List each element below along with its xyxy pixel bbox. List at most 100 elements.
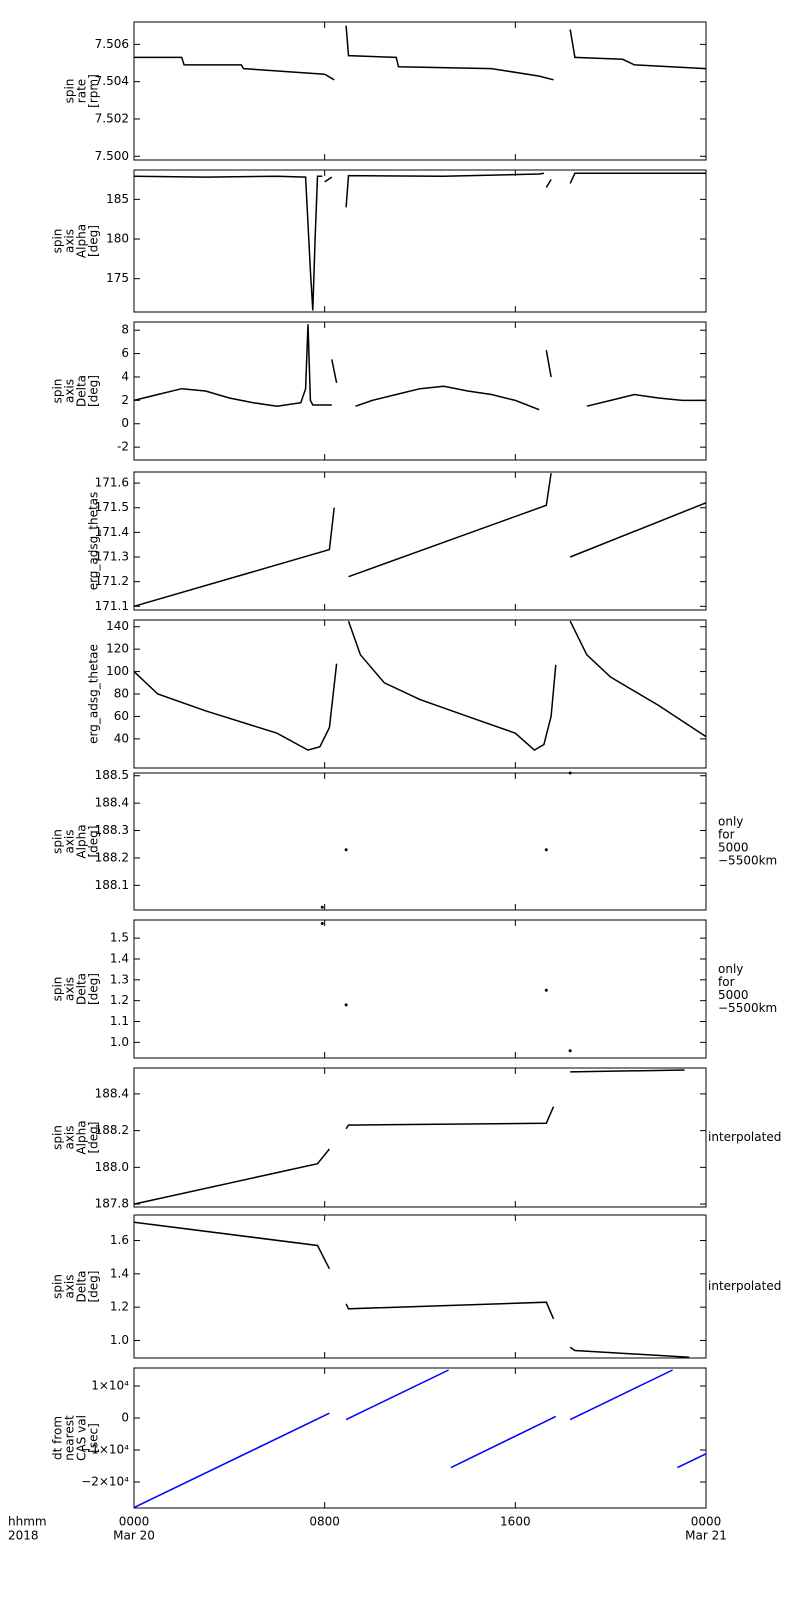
y-axis-label: Delta [75,973,89,1005]
y-axis-label: spin [51,977,65,1002]
panel-frame [133,321,707,461]
y-axis-label: [deg] [87,375,101,407]
y-tick-label: 6 [121,346,129,360]
y-tick-label: 1.1 [110,1014,129,1028]
side-note: −5500km [718,854,777,868]
y-tick-label: 171.3 [95,550,129,564]
data-line [133,172,706,311]
data-line [133,620,707,752]
panel-frame [133,471,707,611]
y-tick-label: 0 [121,416,129,430]
y-tick-label: 140 [106,619,129,633]
y-axis-label: axis [63,379,77,403]
y-axis-label: [deg] [87,973,101,1005]
data-line [133,1069,685,1205]
y-tick-label: 188.4 [95,796,129,810]
data-point [568,1049,572,1053]
panel-frame [133,1367,707,1509]
y-axis-label: [sec] [87,1423,101,1453]
data-line [133,1221,690,1358]
y-axis-label: axis [63,1274,77,1298]
y-tick-label: 171.4 [95,525,129,539]
y-axis-label: axis [63,229,77,253]
x-tick-label: 0000 [691,1515,722,1529]
panel-frame [133,619,707,769]
y-tick-label: 188.3 [95,823,129,837]
y-tick-label: 188.2 [95,850,129,864]
data-line [134,25,707,81]
y-tick-label: 1.4 [110,951,129,965]
y-tick-label: 171.5 [95,500,129,514]
y-tick-label: 1.2 [110,1300,129,1314]
panel-frame [133,772,707,911]
y-axis-label: [deg] [87,826,101,858]
y-tick-label: 40 [114,731,129,745]
x-tick-label: 1600 [500,1515,531,1529]
data-line [133,473,707,608]
y-tick-label: 1×10⁴ [91,1379,129,1393]
y-axis-label: Delta [75,1270,89,1302]
y-axis-label: spin [51,829,65,854]
y-axis-label: CAS val [75,1415,89,1461]
y-axis-label: [deg] [87,1122,101,1154]
y-tick-label: 120 [106,642,129,656]
y-tick-label: 188.2 [95,1123,129,1137]
y-tick-label: 188.5 [95,768,129,782]
data-point [544,848,548,852]
y-tick-label: 2 [121,393,129,407]
y-axis-label: [rpm] [87,74,101,108]
y-axis-label: spin [51,1125,65,1150]
y-tick-label: 1.0 [110,1333,129,1347]
y-tick-label: 7.502 [95,111,129,125]
y-tick-label: 1.0 [110,1035,129,1049]
y-axis-label: [deg] [87,225,101,257]
x-date-label: Mar 21 [685,1529,727,1543]
y-tick-label: −2×10⁴ [81,1475,129,1489]
y-axis-label: Delta [75,375,89,407]
panel-frame [133,21,707,161]
y-tick-label: 60 [114,709,129,723]
panel-frame [133,1214,707,1359]
side-note: for [718,975,735,989]
panel-frame [133,919,707,1059]
y-axis-label: [deg] [87,1271,101,1303]
x-date-label: Mar 20 [113,1529,155,1543]
y-tick-label: 1.3 [110,972,129,986]
y-axis-label: Alpha [75,1120,89,1154]
side-note: only [718,962,743,976]
y-axis-label: erg_adsg_thetas [87,492,101,591]
y-axis-label: erg_adsg_thetae [87,644,101,744]
y-tick-label: −1×10⁴ [81,1443,129,1457]
y-axis-label: spin [63,79,77,104]
data-point [320,922,324,926]
side-note: interpolated [708,1130,781,1144]
x-tick-label: 0800 [309,1515,340,1529]
y-tick-label: 175 [106,271,129,285]
y-tick-label: 188.1 [95,878,129,892]
y-axis-label: Alpha [75,224,89,258]
side-note: interpolated [708,1279,781,1293]
y-tick-label: 1.2 [110,993,129,1007]
y-axis-label: spin [51,379,65,404]
y-tick-label: 0 [121,1411,129,1425]
y-tick-label: 7.500 [95,149,129,163]
y-tick-label: 188.4 [95,1086,129,1100]
y-axis-label: axis [63,977,77,1001]
y-tick-label: 188.0 [95,1160,129,1174]
data-point [568,771,572,775]
y-tick-label: 8 [121,323,129,337]
x-tick-label: 0000 [119,1515,150,1529]
panel-frame [133,1067,707,1208]
y-axis-label: axis [63,829,77,853]
data-line [133,324,706,411]
y-tick-label: 100 [106,664,129,678]
y-axis-label: nearest [63,1415,77,1461]
y-tick-label: 1.5 [110,931,129,945]
panel-frame [133,169,707,313]
data-line [133,1369,707,1509]
y-tick-label: 171.1 [95,599,129,613]
data-point [344,1003,348,1007]
side-note: only [718,815,743,829]
y-tick-label: -2 [117,440,129,454]
